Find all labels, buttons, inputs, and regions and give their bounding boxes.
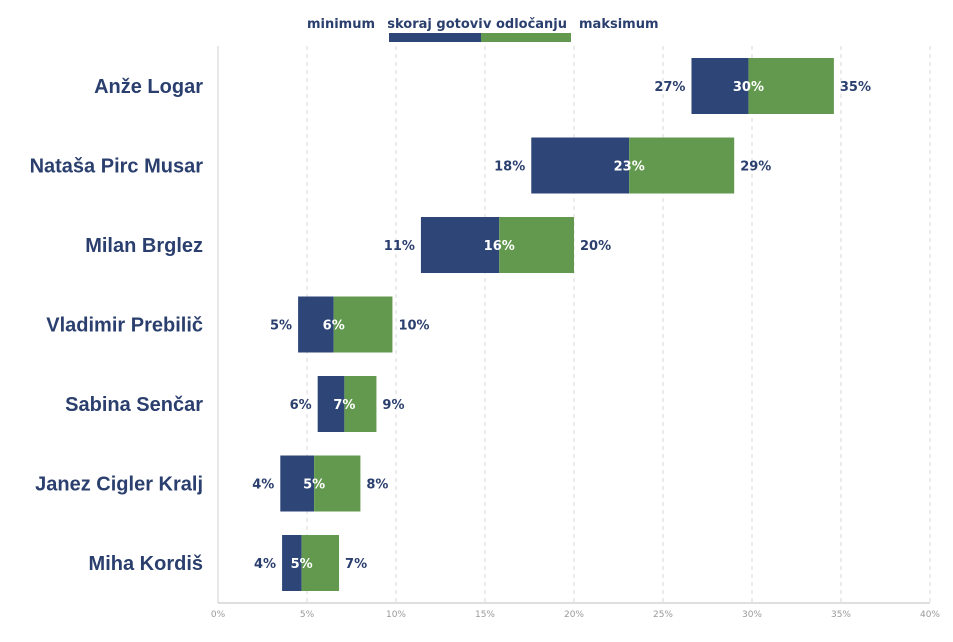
x-tick-label: 40% <box>920 610 940 620</box>
category-label: Miha Kordiš <box>89 553 203 575</box>
x-tick-label: 30% <box>742 610 762 620</box>
minimum-label: 6% <box>290 398 312 413</box>
minimum-label: 5% <box>270 319 292 334</box>
legend-skoraj-gotovi: skoraj gotovi <box>387 17 482 32</box>
maksimum-label: 35% <box>840 80 871 95</box>
x-tick-label: 5% <box>300 610 315 620</box>
x-tick-label: 0% <box>211 610 226 620</box>
skoraj-label: 7% <box>333 398 355 413</box>
axes: 0% 5% 10% 15% 20% 25% 30% 35% 40% <box>211 46 940 620</box>
category-label: Anže Logar <box>94 76 203 98</box>
bar-skoraj-gotovi <box>691 58 749 114</box>
minimum-label: 18% <box>494 160 525 175</box>
x-tick-label: 10% <box>386 610 406 620</box>
bars <box>280 58 834 591</box>
legend-maksimum: maksimum <box>579 17 659 32</box>
skoraj-label: 30% <box>733 80 764 95</box>
minimum-label: 4% <box>252 478 274 493</box>
category-label: Janez Cigler Kralj <box>35 474 203 496</box>
minimum-label: 27% <box>654 80 685 95</box>
bar-v-odlocanju <box>314 455 361 512</box>
bar-skoraj-gotovi <box>531 137 630 194</box>
bar-v-odlocanju <box>301 535 340 591</box>
minimum-label: 11% <box>384 239 415 254</box>
legend-minimum: minimum <box>307 17 375 32</box>
category-label: Vladimir Prebilič <box>46 315 203 337</box>
maksimum-label: 7% <box>345 557 367 572</box>
category-label: Milan Brglez <box>85 235 203 257</box>
skoraj-label: 16% <box>484 239 515 254</box>
value-labels: Anže Logar 27% 30% 35% Nataša Pirc Musar 18% 2… <box>30 76 871 575</box>
bar-skoraj-gotovi <box>282 535 302 591</box>
bar-skoraj-gotovi <box>280 455 315 512</box>
x-tick-label: 25% <box>653 610 673 620</box>
skoraj-label: 6% <box>323 319 345 334</box>
minimum-label: 4% <box>254 557 276 572</box>
x-tick-label: 35% <box>831 610 851 620</box>
bar-skoraj-gotovi <box>317 376 345 432</box>
bar-v-odlocanju <box>333 296 393 353</box>
skoraj-label: 23% <box>614 160 645 175</box>
bar-v-odlocanju <box>499 217 574 273</box>
legend: minimum skoraj gotovi v odločanju maksimum <box>307 17 659 42</box>
bar-skoraj-gotovi <box>420 217 500 273</box>
skoraj-label: 5% <box>303 478 325 493</box>
bar-v-odlocanju <box>629 137 735 194</box>
legend-skoraj-swatch <box>389 33 481 42</box>
maksimum-label: 10% <box>398 319 429 334</box>
category-label: Sabina Senčar <box>65 394 203 416</box>
x-tick-label: 15% <box>475 610 495 620</box>
category-label: Nataša Pirc Musar <box>30 156 204 178</box>
maksimum-label: 29% <box>740 160 771 175</box>
skoraj-label: 5% <box>291 557 313 572</box>
x-tick-label: 20% <box>564 610 584 620</box>
legend-odlocanje-swatch <box>481 33 571 42</box>
maksimum-label: 8% <box>366 478 388 493</box>
bar-skoraj-gotovi <box>298 296 334 353</box>
bar-v-odlocanju <box>748 58 834 114</box>
legend-v-odlocanju: v odločanju <box>483 17 567 32</box>
maksimum-label: 9% <box>382 398 404 413</box>
bar-v-odlocanju <box>344 376 377 432</box>
maksimum-label: 20% <box>580 239 611 254</box>
